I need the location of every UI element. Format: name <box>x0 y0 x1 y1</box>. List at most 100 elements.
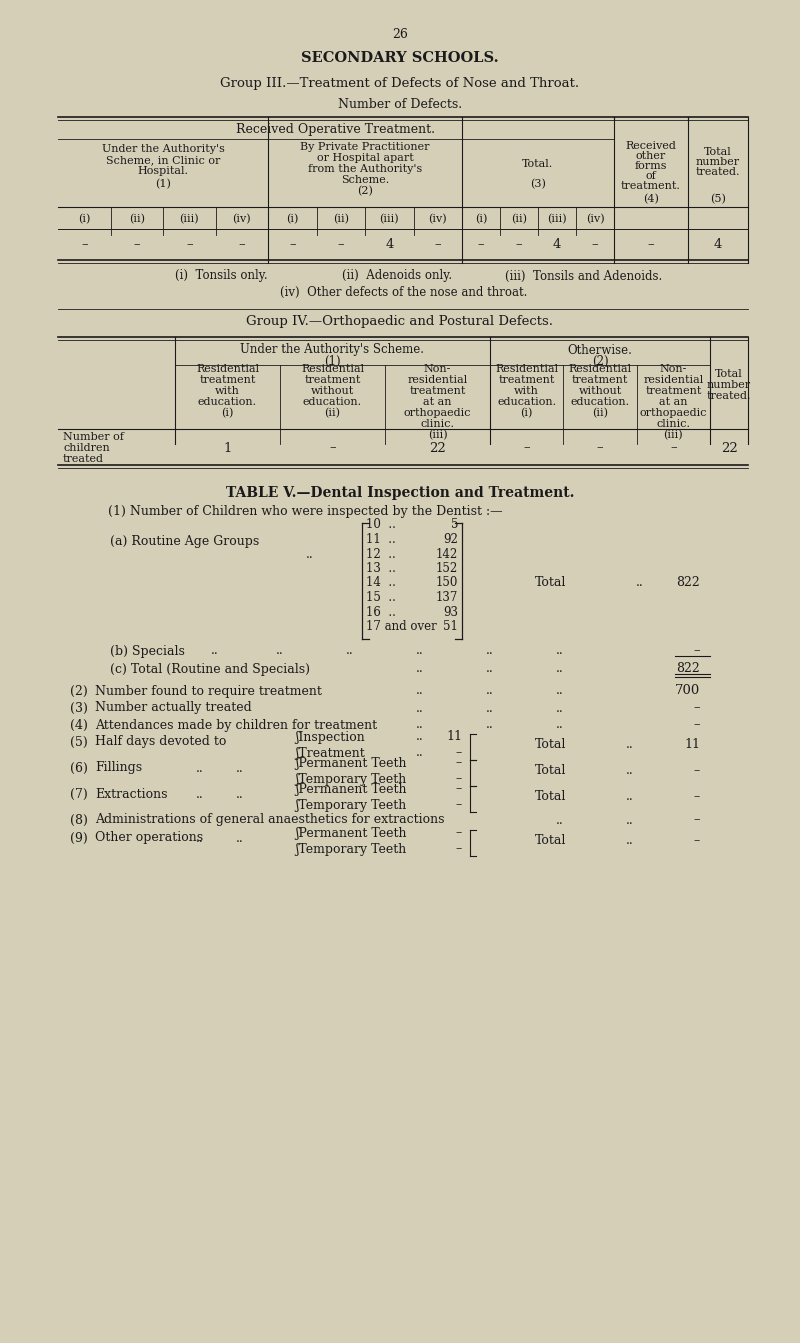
Text: (ii): (ii) <box>325 408 341 418</box>
Text: ..: .. <box>556 662 564 676</box>
Text: (3): (3) <box>70 701 88 714</box>
Text: 150: 150 <box>436 576 458 590</box>
Text: 11  ..: 11 .. <box>366 533 396 547</box>
Text: 13  ..: 13 .. <box>366 561 396 575</box>
Text: treated.: treated. <box>706 391 751 402</box>
Text: 700: 700 <box>674 685 700 697</box>
Text: (i): (i) <box>475 214 487 224</box>
Text: ..: .. <box>196 831 204 845</box>
Text: 822: 822 <box>676 662 700 676</box>
Text: –: – <box>694 834 700 847</box>
Text: –: – <box>456 842 462 855</box>
Text: (1): (1) <box>155 179 171 189</box>
Text: ..: .. <box>236 831 244 845</box>
Text: of: of <box>646 171 656 181</box>
Text: ..: .. <box>211 645 219 658</box>
Text: (i): (i) <box>286 214 298 224</box>
Text: 17 and over: 17 and over <box>366 620 437 633</box>
Text: –: – <box>478 239 484 251</box>
Text: –: – <box>456 799 462 811</box>
Text: (4): (4) <box>70 719 88 732</box>
Text: 4: 4 <box>714 239 722 251</box>
Text: Number found to require treatment: Number found to require treatment <box>95 685 322 697</box>
Text: (2): (2) <box>592 355 608 368</box>
Text: 152: 152 <box>436 561 458 575</box>
Text: ..: .. <box>416 719 424 732</box>
Text: education.: education. <box>497 398 556 407</box>
Text: (2): (2) <box>70 685 88 697</box>
Text: (iv): (iv) <box>429 214 447 224</box>
Text: 11: 11 <box>446 731 462 744</box>
Text: (8): (8) <box>70 814 88 826</box>
Text: (iv): (iv) <box>233 214 251 224</box>
Text: –: – <box>456 826 462 839</box>
Text: ..: .. <box>196 761 204 775</box>
Text: (2): (2) <box>357 185 373 196</box>
Text: Total: Total <box>535 834 566 847</box>
Text: Total.: Total. <box>522 158 554 169</box>
Text: –: – <box>597 442 603 454</box>
Text: (b) Specials: (b) Specials <box>110 645 185 658</box>
Text: ..: .. <box>556 719 564 732</box>
Text: ʃTreatment: ʃTreatment <box>295 747 365 760</box>
Text: treatment: treatment <box>410 385 466 396</box>
Text: education.: education. <box>570 398 630 407</box>
Text: treatment: treatment <box>498 375 555 385</box>
Text: –: – <box>289 239 295 251</box>
Text: 4: 4 <box>553 239 561 251</box>
Text: By Private Practitioner: By Private Practitioner <box>300 142 430 152</box>
Text: Residential: Residential <box>196 364 259 373</box>
Text: residential: residential <box>643 375 703 385</box>
Text: –: – <box>694 814 700 826</box>
Text: –: – <box>329 442 336 454</box>
Text: ..: .. <box>236 761 244 775</box>
Text: (a) Routine Age Groups: (a) Routine Age Groups <box>110 536 259 548</box>
Text: –: – <box>134 239 140 251</box>
Text: without: without <box>578 385 622 396</box>
Text: ..: .. <box>556 814 564 826</box>
Text: education.: education. <box>198 398 257 407</box>
Text: –: – <box>648 239 654 251</box>
Text: (i)  Tonsils only.: (i) Tonsils only. <box>175 270 268 282</box>
Text: Received Operative Treatment.: Received Operative Treatment. <box>237 122 435 136</box>
Text: Administrations of general anaesthetics for extractions: Administrations of general anaesthetics … <box>95 814 445 826</box>
Text: Residential: Residential <box>569 364 631 373</box>
Text: Extractions: Extractions <box>95 787 167 800</box>
Text: 1: 1 <box>223 442 232 454</box>
Text: (ii)  Adenoids only.: (ii) Adenoids only. <box>342 270 452 282</box>
Text: Scheme.: Scheme. <box>341 175 389 185</box>
Text: number: number <box>707 380 751 389</box>
Text: Otherwise.: Otherwise. <box>567 344 633 356</box>
Text: ..: .. <box>626 814 634 826</box>
Text: ʃTemporary Teeth: ʃTemporary Teeth <box>295 772 406 786</box>
Text: Received: Received <box>626 141 677 150</box>
Text: –: – <box>456 747 462 760</box>
Text: –: – <box>338 239 344 251</box>
Text: –: – <box>238 239 245 251</box>
Text: clinic.: clinic. <box>421 419 454 428</box>
Text: Half days devoted to: Half days devoted to <box>95 736 226 748</box>
Text: orthopaedic: orthopaedic <box>639 408 707 418</box>
Text: at an: at an <box>659 398 687 407</box>
Text: treated.: treated. <box>696 167 740 177</box>
Text: ..: .. <box>486 701 494 714</box>
Text: ..: .. <box>556 685 564 697</box>
Text: treated: treated <box>63 454 104 463</box>
Text: ..: .. <box>486 685 494 697</box>
Text: ..: .. <box>626 834 634 847</box>
Text: 4: 4 <box>385 239 394 251</box>
Text: 93: 93 <box>443 606 458 619</box>
Text: ..: .. <box>276 645 284 658</box>
Text: ..: .. <box>416 731 424 744</box>
Text: treatment: treatment <box>304 375 361 385</box>
Text: (6): (6) <box>70 761 88 775</box>
Text: 15  ..: 15 .. <box>366 591 396 604</box>
Text: 5: 5 <box>450 518 458 532</box>
Text: 22: 22 <box>429 442 446 454</box>
Text: ..: .. <box>416 701 424 714</box>
Text: Number of Defects.: Number of Defects. <box>338 98 462 111</box>
Text: 22: 22 <box>721 442 738 454</box>
Text: (7): (7) <box>70 787 88 800</box>
Text: Hospital.: Hospital. <box>138 167 189 176</box>
Text: 12  ..: 12 .. <box>366 548 396 560</box>
